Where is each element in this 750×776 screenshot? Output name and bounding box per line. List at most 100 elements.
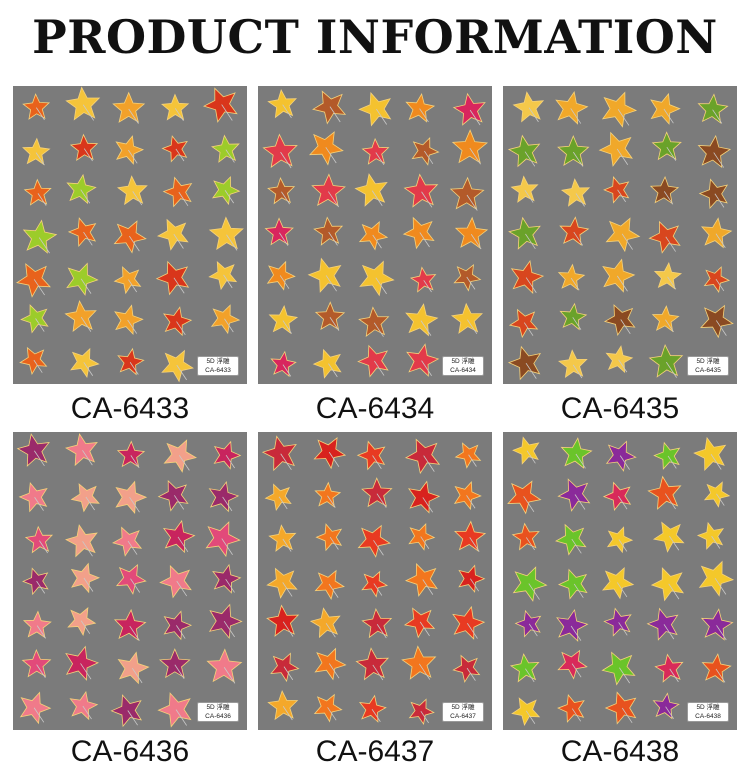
leaf-stem bbox=[528, 107, 539, 123]
leaf-stem bbox=[715, 668, 726, 683]
leaf-sticker bbox=[267, 690, 299, 721]
leaf-sticker bbox=[313, 216, 344, 246]
leaf-stem bbox=[282, 706, 293, 721]
leaf-sticker bbox=[114, 304, 144, 336]
leaf-sticker bbox=[557, 649, 588, 680]
leaf-stem bbox=[325, 147, 337, 164]
leaf-sticker bbox=[652, 692, 680, 720]
leaf-stem bbox=[278, 232, 289, 246]
leaf-stem bbox=[713, 152, 725, 168]
leaf-sticker bbox=[557, 263, 586, 291]
leaf-stem bbox=[420, 536, 430, 550]
leaf-stem bbox=[223, 620, 235, 638]
leaf-sticker bbox=[454, 216, 489, 249]
leaf-sticker bbox=[511, 522, 540, 551]
leaf-stem bbox=[35, 318, 45, 332]
leaf-sticker bbox=[314, 481, 342, 508]
tag-type: 5D 浮雕 bbox=[696, 358, 720, 365]
leaf-stem bbox=[281, 191, 290, 205]
leaf-sticker bbox=[359, 260, 395, 297]
leaf-sticker bbox=[651, 131, 682, 161]
leaf-sticker bbox=[451, 129, 488, 164]
leaf-sticker bbox=[110, 694, 143, 728]
leaf-stem bbox=[371, 190, 383, 206]
tag-type: 5D 浮雕 bbox=[696, 704, 720, 711]
leaf-stem bbox=[618, 359, 628, 373]
leaf-sticker bbox=[115, 135, 145, 165]
leaf-stem bbox=[664, 493, 676, 510]
leaf-sticker bbox=[507, 134, 541, 168]
leaf-stem bbox=[667, 455, 677, 469]
leaf-stem bbox=[83, 362, 94, 376]
leaf-stem bbox=[665, 319, 674, 333]
leaf-sticker bbox=[21, 648, 52, 678]
product-card: 5D 浮雕 CA-6437 bbox=[258, 432, 492, 730]
leaf-stem bbox=[714, 193, 725, 208]
leaf-sticker bbox=[559, 216, 590, 246]
leaf-stem bbox=[80, 189, 91, 204]
leaf-stem bbox=[422, 579, 434, 595]
leaf-sticker bbox=[208, 261, 238, 291]
product-tag: 5D 浮雕 CA-6434 bbox=[442, 356, 484, 376]
product-card: 5D 浮雕 CA-6434 bbox=[258, 86, 492, 384]
leaf-stem bbox=[525, 710, 536, 724]
leaf-stem bbox=[130, 578, 141, 593]
leaf-sticker bbox=[601, 651, 636, 686]
leaf-sticker bbox=[512, 566, 548, 602]
product-tag: 5D 浮雕 CA-6435 bbox=[687, 356, 729, 376]
sticker-sheet-image bbox=[15, 86, 244, 383]
leaf-stem bbox=[282, 364, 292, 377]
leaf-stem bbox=[279, 275, 290, 289]
leaf-stem bbox=[419, 232, 430, 248]
tag-type: 5D 浮雕 bbox=[451, 704, 475, 711]
leaf-sticker bbox=[65, 645, 99, 681]
leaf-stem bbox=[420, 710, 429, 724]
product-code-label: CA-6437 bbox=[315, 735, 435, 768]
leaf-stem bbox=[470, 234, 482, 250]
leaf-stem bbox=[129, 362, 139, 375]
leaf-stem bbox=[328, 363, 338, 378]
leaf-sticker bbox=[70, 347, 100, 378]
leaf-stem bbox=[225, 149, 235, 163]
leaf-stem bbox=[419, 108, 429, 123]
leaf-sticker bbox=[357, 344, 389, 378]
leaf-sticker bbox=[354, 173, 388, 207]
sticker-sheet-image bbox=[261, 435, 487, 725]
leaf-sticker bbox=[605, 440, 637, 472]
leaf-stem bbox=[373, 540, 384, 556]
leaf-stem bbox=[36, 107, 45, 121]
leaf-stem bbox=[328, 451, 340, 467]
leaf-stem bbox=[372, 664, 384, 681]
leaf-stem bbox=[526, 450, 536, 464]
leaf-sticker bbox=[22, 137, 51, 166]
leaf-stem bbox=[82, 450, 93, 466]
leaf-sticker bbox=[66, 173, 97, 205]
leaf-stem bbox=[573, 231, 584, 246]
leaf-stem bbox=[419, 621, 430, 637]
leaf-sticker bbox=[162, 176, 193, 208]
leaf-sticker bbox=[161, 349, 194, 383]
tag-code: CA-6436 bbox=[205, 712, 231, 720]
leaf-stem bbox=[712, 109, 723, 124]
leaf-sticker bbox=[652, 521, 685, 553]
leaf-stem bbox=[328, 191, 340, 208]
sticker-sheet-image bbox=[507, 90, 734, 381]
leaf-sticker bbox=[22, 219, 58, 254]
leaf-stem bbox=[716, 493, 725, 506]
leaf-sticker bbox=[161, 135, 188, 163]
leaf-stem bbox=[374, 360, 385, 376]
leaf-stem bbox=[663, 108, 674, 124]
leaf-stem bbox=[36, 580, 46, 594]
leaf-sticker bbox=[605, 345, 634, 374]
leaf-stem bbox=[329, 317, 340, 331]
leaf-sticker bbox=[112, 91, 146, 123]
leaf-sticker bbox=[162, 519, 196, 554]
leaf-sticker bbox=[355, 647, 390, 681]
leaf-stem bbox=[372, 455, 382, 469]
leaf-stem bbox=[327, 495, 336, 508]
leaf-stem bbox=[33, 359, 43, 373]
leaf-stem bbox=[665, 706, 674, 719]
leaf-sticker bbox=[557, 478, 591, 512]
leaf-sticker bbox=[309, 131, 344, 166]
leaf-stem bbox=[621, 233, 633, 250]
